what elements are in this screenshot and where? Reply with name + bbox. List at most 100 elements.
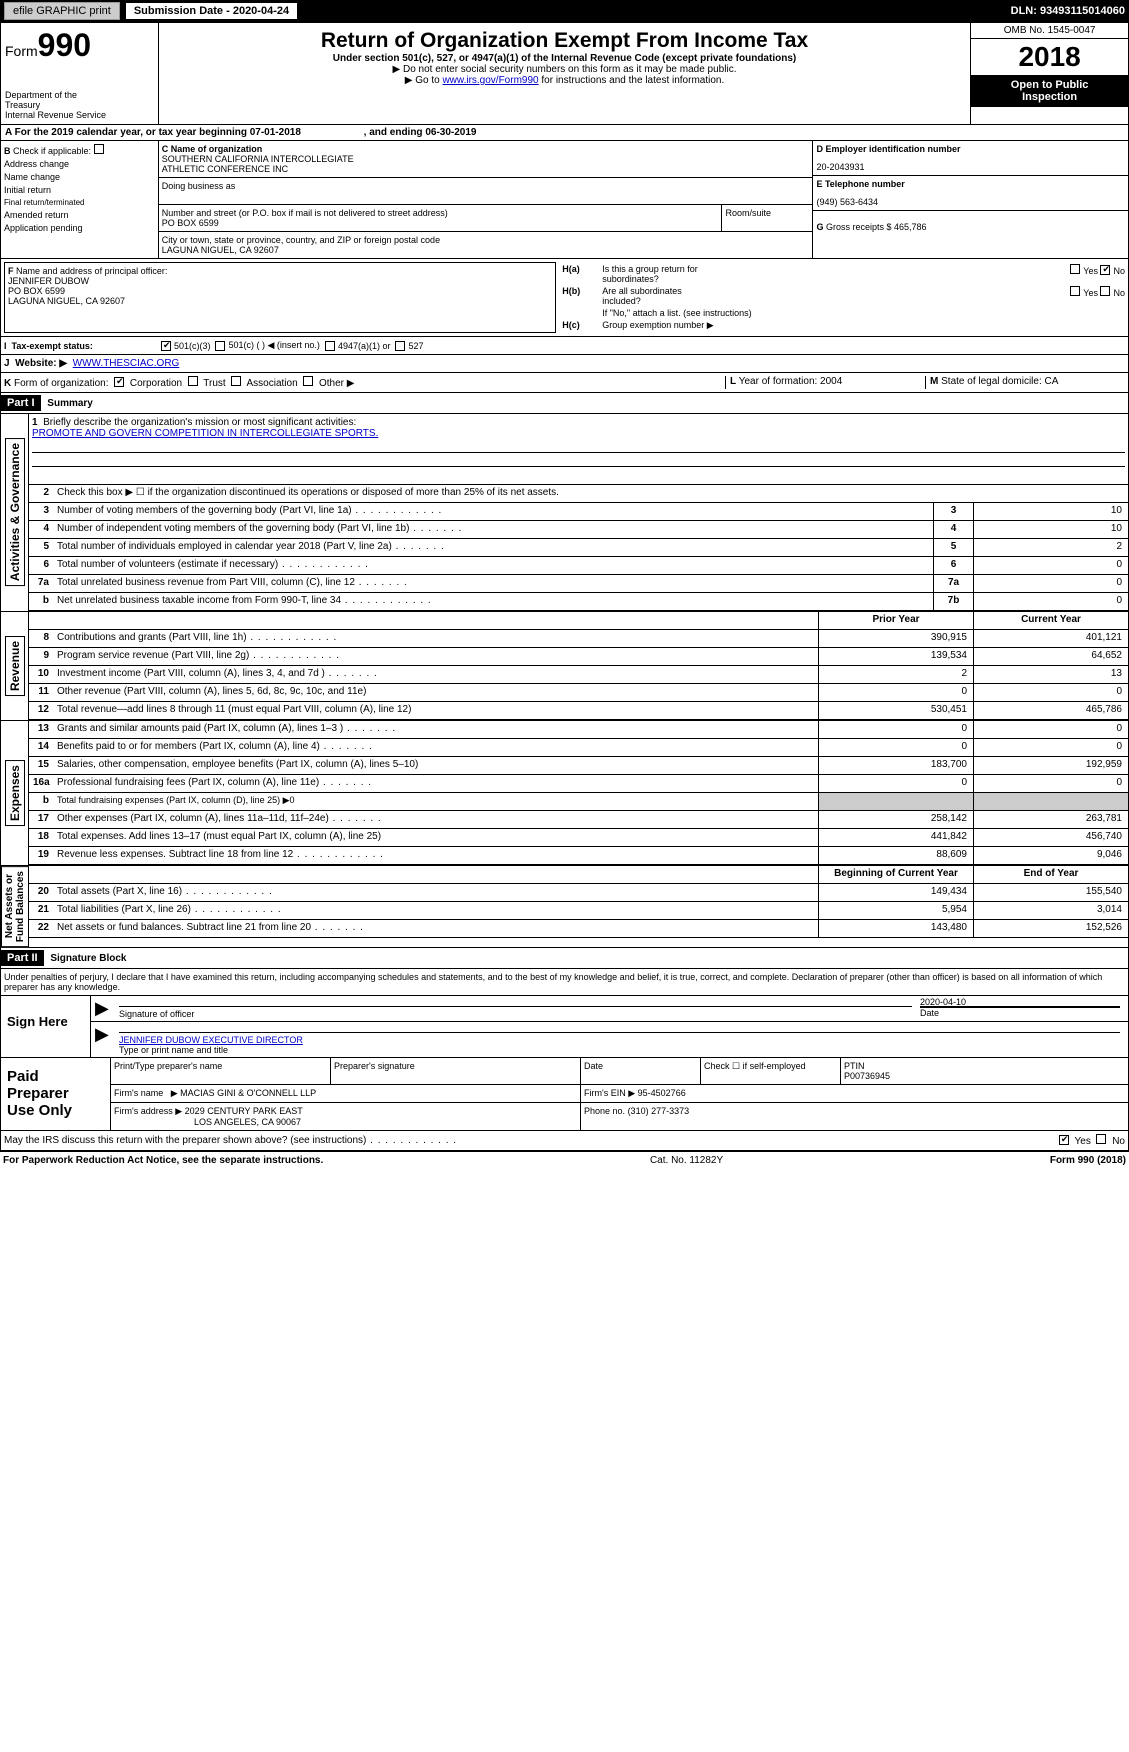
- line9: 9Program service revenue (Part VIII, lin…: [29, 648, 1128, 666]
- mission-link[interactable]: PROMOTE AND GOVERN COMPETITION IN INTERC…: [32, 428, 378, 439]
- website-link[interactable]: WWW.THESCIAC.ORG: [73, 358, 180, 369]
- addr-l: Number and street (or P.O. box if mail i…: [159, 205, 723, 231]
- header-right: OMB No. 1545-0047 2018 Open to Public In…: [970, 23, 1128, 124]
- f-txt: Name and address of principal officer:: [16, 266, 167, 276]
- paid-row2: Firm's name ▶ MACIAS GINI & O'CONNELL LL…: [111, 1085, 1128, 1103]
- f-addr: PO BOX 6599: [8, 286, 65, 296]
- form-title: Return of Organization Exempt From Incom…: [165, 29, 964, 53]
- line10: 10Investment income (Part VIII, column (…: [29, 666, 1128, 684]
- e-box: E Telephone number (949) 563-6434: [813, 176, 1128, 211]
- form-num: 990: [38, 27, 91, 63]
- form-label: Form: [5, 43, 38, 59]
- signer-name[interactable]: JENNIFER DUBOW EXECUTIVE DIRECTOR: [119, 1035, 303, 1045]
- line12: 12Total revenue—add lines 8 through 11 (…: [29, 702, 1128, 720]
- tax-row: I Tax-exempt status: 501(c)(3) 501(c) ( …: [1, 337, 1128, 355]
- line16a: 16aProfessional fundraising fees (Part I…: [29, 775, 1128, 793]
- line11: 11Other revenue (Part VIII, column (A), …: [29, 684, 1128, 702]
- f-city: LAGUNA NIGUEL, CA 92607: [8, 296, 125, 306]
- sign-row2: ▶ JENNIFER DUBOW EXECUTIVE DIRECTORType …: [91, 1022, 1128, 1057]
- f-name: JENNIFER DUBOW: [8, 276, 89, 286]
- org1: SOUTHERN CALIFORNIA INTERCOLLEGIATE: [162, 154, 810, 164]
- sign-block: Sign Here ▶ Signature of officer 2020-04…: [1, 996, 1128, 1058]
- b-name: Name change: [4, 172, 155, 182]
- addr: PO BOX 6599: [162, 218, 719, 228]
- cat: Cat. No. 11282Y: [650, 1155, 723, 1166]
- dept2: Treasury: [5, 100, 154, 110]
- open2: Inspection: [973, 91, 1126, 103]
- form-container: Form990 Department of the Treasury Inter…: [0, 22, 1129, 1152]
- line2: 2Check this box ▶ ☐ if the organization …: [29, 485, 1128, 503]
- name-box: C Name of organization SOUTHERN CALIFORN…: [159, 141, 813, 178]
- d-val: 20-2043931: [816, 162, 1125, 172]
- sign-here-label: Sign Here: [1, 996, 91, 1057]
- arrow2: ▶ Go to www.irs.gov/Form990 for instruct…: [165, 75, 964, 86]
- submission-date: Submission Date - 2020-04-24: [126, 3, 297, 19]
- line20: 20Total assets (Part X, line 16)149,4341…: [29, 884, 1128, 902]
- discuss-row: May the IRS discuss this return with the…: [1, 1131, 1128, 1151]
- addr-box: Number and street (or P.O. box if mail i…: [159, 205, 813, 232]
- side-ag: Activities & Governance: [1, 414, 29, 611]
- part2-title: Part II Signature Block: [1, 948, 1128, 969]
- e-lbl: E Telephone number: [816, 179, 1125, 189]
- dln: DLN: 93493115014060: [1011, 5, 1125, 17]
- part2-hdr: Part II: [1, 950, 44, 966]
- sign-row1: ▶ Signature of officer 2020-04-10Date: [91, 996, 1128, 1022]
- tax-year: 2018: [971, 39, 1128, 75]
- paid-label: Paid Preparer Use Only: [1, 1058, 111, 1130]
- ha: H(a) Is this a group return forsubordina…: [562, 264, 1125, 284]
- side-rev: Revenue: [1, 612, 29, 720]
- side-net: Net Assets or Fund Balances: [1, 866, 29, 947]
- line21: 21Total liabilities (Part X, line 26)5,9…: [29, 902, 1128, 920]
- line6: 6Total number of volunteers (estimate if…: [29, 557, 1128, 575]
- efile-button[interactable]: efile GRAPHIC print: [4, 2, 120, 20]
- line7b: bNet unrelated business taxable income f…: [29, 593, 1128, 611]
- k-row: K Form of organization: Corporation Trus…: [1, 373, 1128, 393]
- city-lbl: City or town, state or province, country…: [162, 235, 810, 245]
- col-b: B Check if applicable: Address change Na…: [1, 141, 159, 258]
- hb: H(b) Are all subordinatesincluded? Yes N…: [562, 286, 1125, 306]
- hc: H(c)Group exemption number ▶: [562, 320, 1125, 331]
- b-init: Initial return: [4, 185, 155, 195]
- row-a-label: A For the 2019 calendar year, or tax yea…: [5, 127, 301, 138]
- addr-r: Room/suite: [722, 205, 812, 231]
- addr-lbl: Number and street (or P.O. box if mail i…: [162, 208, 719, 218]
- rev-hdr: Prior YearCurrent Year: [29, 612, 1128, 630]
- header-left: Form990 Department of the Treasury Inter…: [1, 23, 159, 124]
- b-final: Final return/terminated: [4, 198, 155, 207]
- line14: 14Benefits paid to or for members (Part …: [29, 739, 1128, 757]
- perjury: Under penalties of perjury, I declare th…: [1, 969, 1128, 996]
- part1-t: Summary: [47, 398, 93, 409]
- section-bi: B Check if applicable: Address change Na…: [1, 141, 1128, 259]
- dba-box: Doing business as: [159, 178, 813, 205]
- net-hdr: Beginning of Current YearEnd of Year: [29, 866, 1128, 884]
- row-a: A For the 2019 calendar year, or tax yea…: [1, 125, 1128, 141]
- e-val: (949) 563-6434: [816, 197, 1125, 207]
- side-exp: Expenses: [1, 721, 29, 865]
- dba-lbl: Doing business as: [162, 181, 810, 191]
- dept-treasury: Department of the Treasury Internal Reve…: [5, 90, 154, 120]
- city-box: City or town, state or province, country…: [159, 232, 813, 258]
- room-lbl: Room/suite: [725, 208, 809, 218]
- line5: 5Total number of individuals employed in…: [29, 539, 1128, 557]
- revenue-block: Revenue Prior YearCurrent Year 8Contribu…: [1, 612, 1128, 721]
- f-left: F Name and address of principal officer:…: [4, 262, 556, 333]
- top-bar: efile GRAPHIC print Submission Date - 20…: [0, 0, 1129, 22]
- b-app: Application pending: [4, 223, 155, 233]
- c-lbl: C Name of organization: [162, 144, 810, 154]
- col-de: D Employer identification number 20-2043…: [812, 141, 1128, 258]
- part1-hdr: Part I: [1, 395, 41, 411]
- web-row: J Website: ▶ WWW.THESCIAC.ORG: [1, 355, 1128, 373]
- line18: 18Total expenses. Add lines 13–17 (must …: [29, 829, 1128, 847]
- line8: 8Contributions and grants (Part VIII, li…: [29, 630, 1128, 648]
- pra: For Paperwork Reduction Act Notice, see …: [3, 1155, 323, 1166]
- form-subtitle: Under section 501(c), 527, or 4947(a)(1)…: [165, 53, 964, 64]
- d-lbl: D Employer identification number: [816, 144, 1125, 154]
- city: LAGUNA NIGUEL, CA 92607: [162, 245, 810, 255]
- arrow2-link[interactable]: www.irs.gov/Form990: [442, 75, 538, 86]
- line19: 19Revenue less expenses. Subtract line 1…: [29, 847, 1128, 865]
- g-box: G Gross receipts $ 465,786: [813, 211, 1128, 235]
- b-addr: Address change: [4, 159, 155, 169]
- row-f: F Name and address of principal officer:…: [1, 259, 1128, 337]
- paid-block: Paid Preparer Use Only Print/Type prepar…: [1, 1058, 1128, 1131]
- row-a-end: , and ending 06-30-2019: [364, 127, 477, 138]
